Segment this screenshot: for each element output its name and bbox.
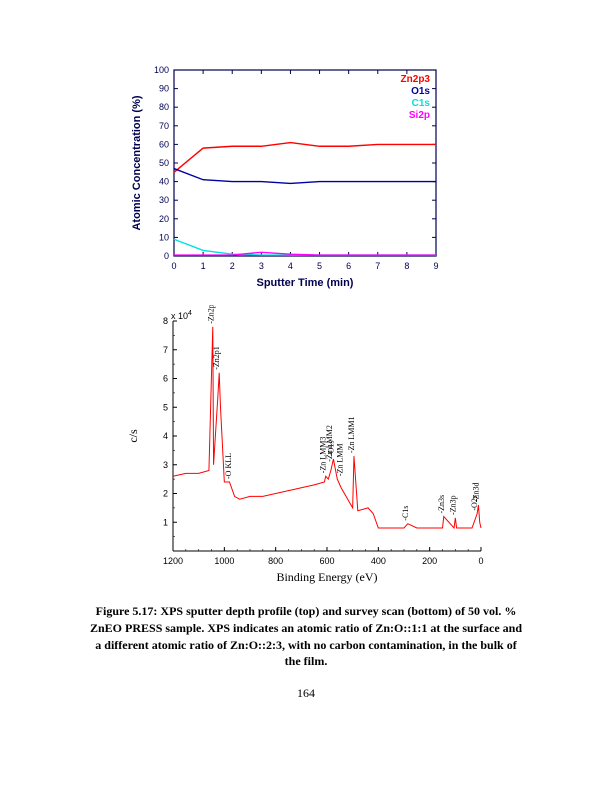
svg-text:-O KLL: -O KLL	[224, 453, 233, 479]
svg-text:40: 40	[159, 177, 169, 187]
svg-text:3: 3	[259, 261, 264, 271]
svg-text:9: 9	[433, 261, 438, 271]
svg-text:-Zn3d: -Zn3d	[471, 482, 480, 502]
svg-text:-Zn LMM: -Zn LMM	[335, 443, 344, 476]
survey-scan-chart: 1 2 3 4 5 6 7 8 1200 1000 800 600 400 200 0 x 104 -Zn2p3…	[121, 305, 491, 585]
svg-text:6: 6	[163, 374, 168, 384]
svg-text:30: 30	[159, 195, 169, 205]
svg-text:400: 400	[371, 556, 386, 566]
svg-text:Sputter Time (min): Sputter Time (min)	[257, 277, 354, 289]
svg-text:-O1s: -O1s	[326, 440, 335, 456]
svg-text:800: 800	[268, 556, 283, 566]
page-number: 164	[80, 686, 532, 701]
svg-text:20: 20	[159, 214, 169, 224]
svg-text:1: 1	[201, 261, 206, 271]
svg-text:7: 7	[163, 345, 168, 355]
svg-text:-Zn3p: -Zn3p	[448, 495, 457, 515]
svg-text:-Zn2p1: -Zn2p1	[212, 346, 221, 370]
svg-text:2: 2	[230, 261, 235, 271]
svg-text:Binding Energy (eV): Binding Energy (eV)	[276, 570, 377, 584]
svg-text:3: 3	[163, 460, 168, 470]
svg-text:60: 60	[159, 139, 169, 149]
svg-text:1: 1	[163, 517, 168, 527]
svg-text:1000: 1000	[214, 556, 234, 566]
svg-text:4: 4	[163, 431, 168, 441]
svg-text:600: 600	[319, 556, 334, 566]
svg-text:-Zn LMM1: -Zn LMM1	[347, 416, 356, 453]
svg-text:x 104: x 104	[171, 310, 192, 321]
survey-scan-svg: 1 2 3 4 5 6 7 8 1200 1000 800 600 400 200 0 x 104 -Zn2p3…	[121, 305, 491, 585]
svg-text:2: 2	[163, 489, 168, 499]
svg-text:0: 0	[171, 261, 176, 271]
svg-text:Atomic Concentration (%): Atomic Concentration (%)	[131, 95, 143, 230]
svg-text:6: 6	[346, 261, 351, 271]
svg-text:8: 8	[163, 316, 168, 326]
svg-text:70: 70	[159, 121, 169, 131]
svg-text:O1s: O1s	[411, 86, 430, 97]
svg-text:C1s: C1s	[412, 98, 431, 109]
svg-text:7: 7	[375, 261, 380, 271]
svg-text:0: 0	[164, 251, 169, 261]
svg-text:200: 200	[422, 556, 437, 566]
svg-text:8: 8	[404, 261, 409, 271]
depth-profile-svg: 0 10 20 30 40 50 60 70 80 90 100 0 1 2 3 4 5 6 7 8 9 Sputter …	[126, 60, 486, 290]
svg-text:5: 5	[163, 402, 168, 412]
svg-text:-Zn3s: -Zn3s	[437, 495, 446, 514]
svg-text:c/s: c/s	[126, 429, 140, 443]
svg-text:4: 4	[288, 261, 293, 271]
svg-text:Zn2p3: Zn2p3	[401, 74, 431, 85]
svg-text:1200: 1200	[163, 556, 183, 566]
svg-text:-Zn2p3: -Zn2p3	[207, 305, 216, 324]
svg-text:100: 100	[154, 65, 169, 75]
svg-text:50: 50	[159, 158, 169, 168]
svg-text:5: 5	[317, 261, 322, 271]
svg-text:80: 80	[159, 102, 169, 112]
figure-caption: Figure 5.17: XPS sputter depth profile (…	[80, 603, 532, 670]
svg-text:0: 0	[478, 556, 483, 566]
svg-text:Si2p: Si2p	[409, 110, 430, 121]
svg-text:10: 10	[159, 232, 169, 242]
svg-text:90: 90	[159, 84, 169, 94]
depth-profile-chart: 0 10 20 30 40 50 60 70 80 90 100 0 1 2 3 4 5 6 7 8 9 Sputter …	[126, 60, 486, 290]
svg-text:-C1s: -C1s	[401, 506, 410, 521]
